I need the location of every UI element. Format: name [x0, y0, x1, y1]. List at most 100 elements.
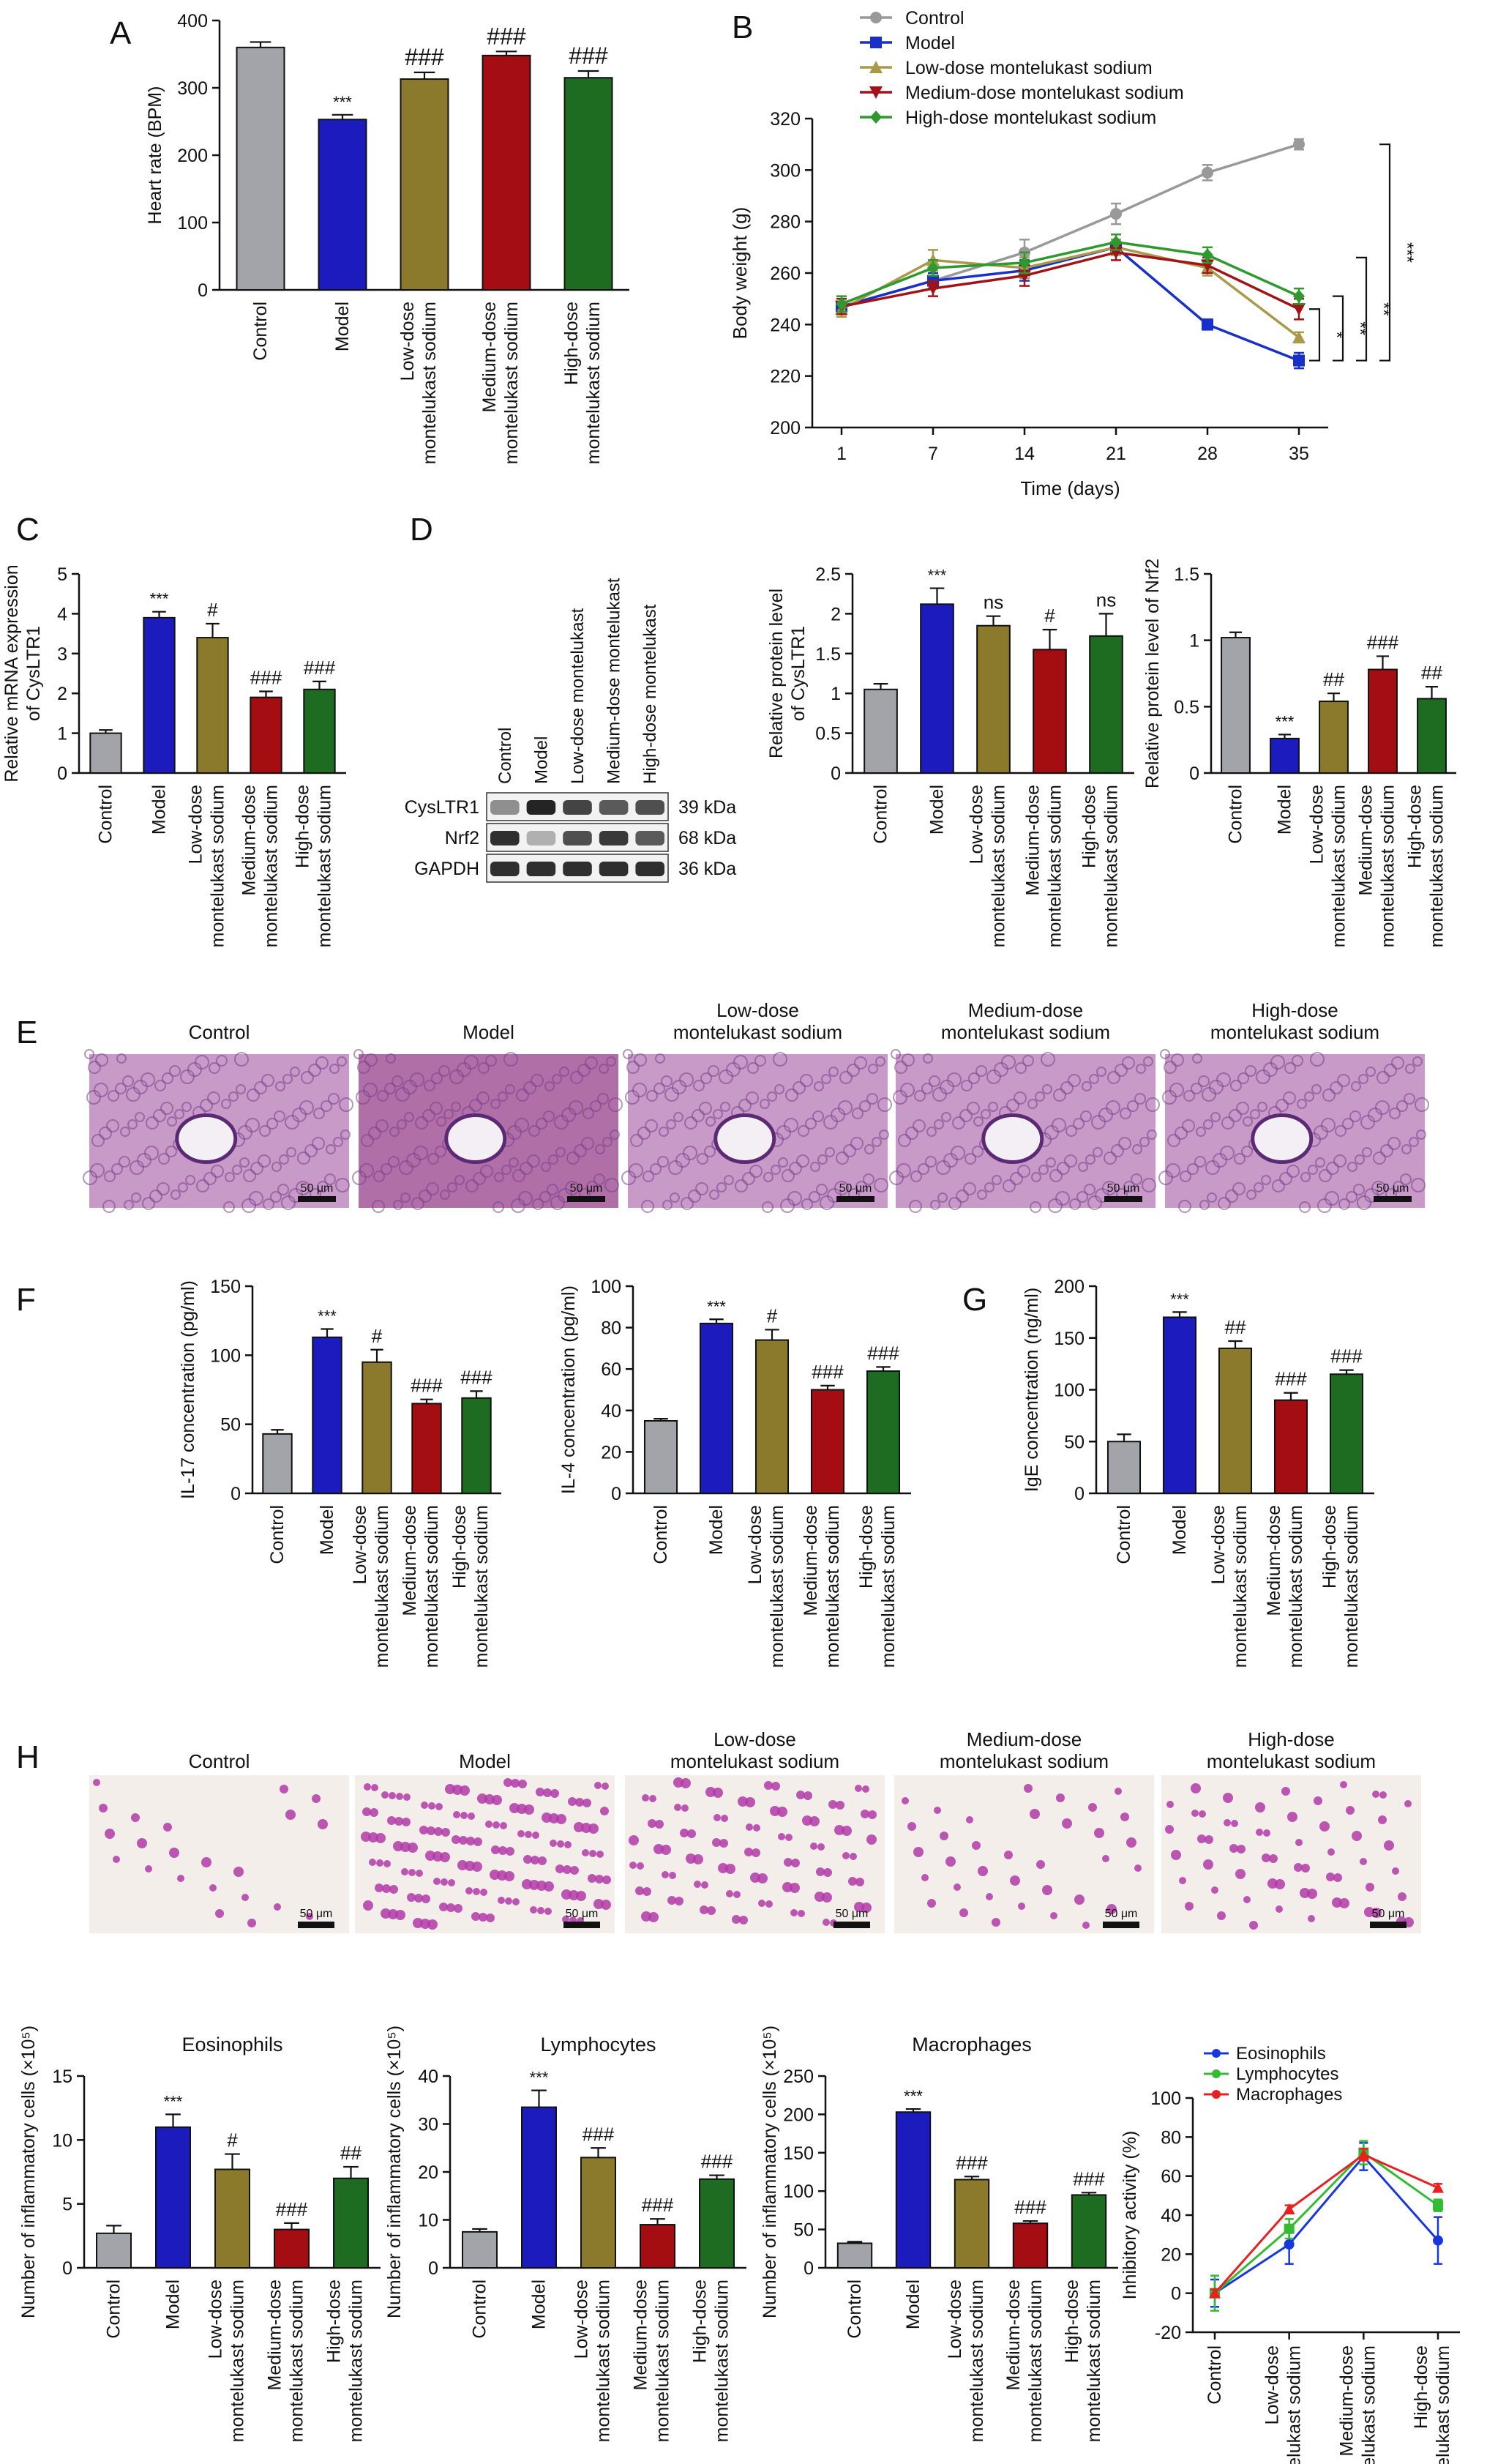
- y-tick-label: 150: [210, 1277, 241, 1297]
- lane-label: Medium-dose montelukast: [604, 578, 624, 784]
- cell: [596, 1851, 604, 1858]
- bar-high: [563, 77, 613, 291]
- cell: [809, 1816, 820, 1826]
- alveolus: [1055, 1191, 1070, 1206]
- y-tick-label: 100: [783, 2181, 814, 2202]
- alveolus: [285, 1115, 299, 1130]
- chart-title: Macrophages: [912, 2034, 1032, 2056]
- y-tick-label: 40: [601, 1401, 621, 1422]
- alveolus: [88, 1061, 101, 1074]
- cell: [600, 1807, 609, 1815]
- bar-high: [1417, 698, 1447, 774]
- alveolus: [99, 1127, 112, 1140]
- x-tick-label: montelukast sodium: [1378, 785, 1398, 947]
- alveolus: [889, 1171, 904, 1185]
- alveolus: [1355, 1154, 1365, 1165]
- alveolus: [1182, 1119, 1195, 1132]
- alveolus: [1270, 1055, 1285, 1069]
- alveolus: [329, 1064, 340, 1074]
- significance-label: ***: [150, 590, 169, 608]
- cell: [427, 1826, 435, 1835]
- alveolus: [1380, 1144, 1393, 1157]
- significance-label: ***: [530, 2069, 549, 2087]
- alveolus: [852, 1108, 864, 1119]
- bar-high: [333, 2177, 369, 2269]
- alveolus: [90, 1163, 105, 1178]
- significance-label: ###: [276, 2198, 308, 2220]
- legend-marker: [1212, 2049, 1221, 2058]
- protein-label: GAPDH: [414, 859, 479, 879]
- y-tick-label: 220: [770, 367, 801, 387]
- cell: [370, 1808, 378, 1817]
- cell: [1235, 1869, 1246, 1879]
- alveolus: [207, 1091, 220, 1105]
- alveolus: [373, 1171, 385, 1182]
- marker: [1433, 2200, 1443, 2211]
- alveolus: [424, 1080, 435, 1091]
- y-tick-label: 20: [1161, 2244, 1181, 2265]
- alveolus: [1411, 1178, 1426, 1192]
- alveolus: [1205, 1160, 1220, 1175]
- alveolus: [760, 1099, 770, 1109]
- x-tick-label: Medium-dose: [1003, 2280, 1024, 2390]
- alveolus: [490, 1099, 501, 1109]
- alveolus: [1220, 1146, 1235, 1160]
- alveolus: [1250, 1109, 1260, 1119]
- x-tick-label: High-dose: [1319, 1505, 1340, 1588]
- alveolus: [1292, 1055, 1303, 1067]
- y-axis-title: IL-17 concentration (pg/ml): [178, 1280, 198, 1499]
- x-tick-label: Control: [470, 2280, 490, 2339]
- y-tick-label: 50: [1064, 1432, 1085, 1452]
- marker: [1202, 166, 1213, 179]
- marker: [870, 37, 882, 48]
- alveolus: [431, 1072, 443, 1084]
- series-line: [841, 246, 1300, 339]
- y-tick-label: 0: [428, 2258, 438, 2279]
- x-tick-label: Model: [332, 302, 353, 351]
- alveolus: [1373, 1151, 1386, 1165]
- alveolus: [1143, 1056, 1153, 1067]
- y-tick-label: 60: [1161, 2167, 1181, 2187]
- alveolus: [1104, 1151, 1117, 1165]
- cell: [441, 1878, 448, 1886]
- alveolus: [449, 1069, 464, 1084]
- x-tick-label: Low-dose: [945, 2280, 965, 2359]
- alveolus: [165, 1146, 177, 1157]
- cell: [233, 1867, 244, 1877]
- image-title: Model: [459, 1750, 511, 1772]
- alveolus: [643, 1171, 654, 1182]
- bronchiole: [713, 1113, 776, 1164]
- alveolus: [135, 1112, 145, 1122]
- marker: [1293, 138, 1305, 151]
- cell: [643, 1887, 651, 1896]
- alveolus: [1286, 1165, 1300, 1178]
- alveolus: [270, 1191, 282, 1203]
- alveolus: [681, 1197, 694, 1210]
- y-tick-label: 40: [418, 2067, 438, 2087]
- cell: [726, 1890, 733, 1897]
- significance-label: #: [227, 2129, 238, 2151]
- y-axis-title: IL-4 concentration (pg/ml): [558, 1285, 579, 1494]
- cell: [842, 1852, 850, 1859]
- cell: [362, 1807, 371, 1816]
- cell: [1042, 1885, 1052, 1895]
- alveolus: [1351, 1081, 1361, 1091]
- cell: [765, 1900, 773, 1908]
- alveolus: [1098, 1108, 1113, 1122]
- image-title: montelukast sodium: [1210, 1021, 1379, 1043]
- x-tick-label: Control: [871, 785, 891, 844]
- cell: [836, 1801, 844, 1810]
- y-tick-label: 5: [62, 2195, 72, 2215]
- alveolus: [141, 1072, 155, 1087]
- alveolus: [952, 1116, 965, 1130]
- cell: [828, 1800, 837, 1809]
- alveolus: [1357, 1195, 1371, 1210]
- alveolus: [558, 1188, 572, 1203]
- alveolus: [909, 1200, 922, 1213]
- significance-label: ***: [164, 2092, 183, 2110]
- cell: [375, 1833, 386, 1843]
- alveolus: [679, 1072, 694, 1087]
- alveolus: [704, 1146, 716, 1157]
- alveolus: [975, 1065, 987, 1077]
